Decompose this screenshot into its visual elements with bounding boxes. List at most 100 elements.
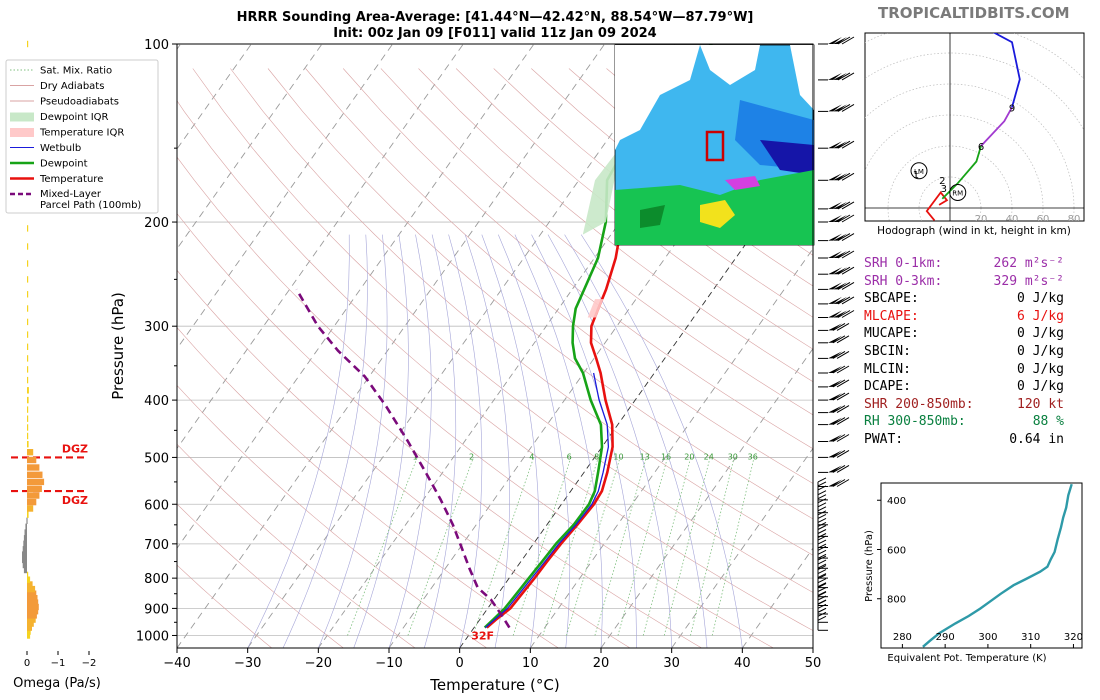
dry-adiabat (493, 68, 813, 318)
mixing-ratio-line (617, 457, 668, 636)
isotherm-line (177, 44, 464, 450)
hodograph-segment (925, 191, 949, 221)
isotherm-line (177, 44, 393, 350)
storm-motion-label: LM (914, 168, 924, 176)
legend-swatch (10, 112, 34, 122)
hodograph-tick-label: 80 (1068, 214, 1081, 225)
dry-adiabat (455, 68, 813, 350)
y-tick-label: 500 (144, 451, 169, 466)
omega-bar (27, 424, 29, 431)
legend: Sat. Mix. Ratio Dry Adiabats Pseudoadiabat… (5, 59, 159, 214)
dry-adiabat (177, 443, 416, 648)
wind-barb (818, 281, 855, 290)
wind-barb (818, 36, 855, 45)
hodograph-segment (992, 33, 1021, 108)
mixing-ratio-line (642, 457, 692, 636)
omega-bar (27, 449, 34, 456)
stat-row: MLCAPE: 6 J/kg (864, 308, 1064, 326)
omega-bar (27, 243, 29, 250)
stat-label: SBCIN: (864, 343, 911, 359)
dry-adiabat (230, 68, 813, 556)
omega-bar (27, 471, 43, 478)
wind-barb (818, 479, 850, 487)
isotherm-line (600, 347, 813, 648)
omega-bar (24, 529, 27, 536)
mixing-ratio-line (711, 457, 755, 636)
omega-bar (27, 387, 29, 394)
legend-label: Pseudoadiabats (40, 97, 119, 108)
hodograph-height-label: 3 (941, 184, 947, 195)
isotherm-line (177, 44, 605, 648)
stat-value: 88 % (1032, 414, 1064, 430)
wind-barb (817, 502, 828, 526)
omega-bar (27, 511, 29, 518)
wind-barb (818, 140, 855, 149)
pseudo-adiabat (282, 234, 368, 648)
dry-adiabat (380, 68, 813, 416)
x-tick-label: 20 (593, 656, 610, 671)
dry-adiabat (177, 384, 487, 648)
hodograph-height-label: 6 (978, 142, 984, 153)
hodograph-frame (864, 32, 1085, 222)
mixing-ratio-label: 8 (594, 453, 599, 462)
stats-panel: SRH 0-1km: 262 m²s⁻² SRH 0-3km: 329 m²s⁻² SB… (864, 255, 1064, 449)
mixing-ratio-label: 10 (613, 453, 623, 462)
legend-label: Temperature IQR (39, 128, 124, 139)
stat-row: MUCAPE: 0 J/kg (864, 325, 1064, 343)
x-axis-label: Temperature (°C) (429, 676, 559, 694)
dgz-label: DGZ (62, 442, 88, 455)
stat-value: 0 J/kg (1017, 326, 1064, 342)
hodograph-height-label: 1 (913, 170, 919, 181)
y-tick-label: 100 (144, 38, 169, 53)
x-tick-label: 50 (805, 656, 822, 671)
omega-bar (27, 396, 29, 404)
series-wetbulb (484, 372, 610, 629)
pseudo-adiabat (318, 234, 388, 648)
stat-row: RH 300-850mb: 88 % (864, 413, 1064, 431)
x-tick-label: −20 (305, 656, 332, 671)
omega-bar (27, 376, 29, 384)
isotherm-line (671, 447, 813, 648)
omega-bar (27, 318, 29, 326)
omega-bar (23, 540, 27, 547)
wind-barb (818, 379, 850, 388)
omega-bar (22, 556, 27, 564)
stat-value: 0 J/kg (1017, 379, 1064, 395)
wind-barb (817, 490, 828, 514)
stat-row: SRH 0-3km: 329 m²s⁻² (864, 273, 1064, 291)
omega-bar (27, 624, 32, 631)
hodograph-height-label: 9 (1009, 103, 1015, 114)
omega-bar (27, 485, 42, 492)
y-tick-label: 200 (144, 216, 169, 231)
theta-x-tick-label: 280 (893, 632, 912, 643)
mixing-ratio-label: 36 (748, 453, 758, 462)
hodograph-tick-label: 20 (975, 214, 988, 225)
iqr-band (587, 299, 604, 318)
stat-label: SRH 0-1km: (864, 256, 943, 271)
stat-label: MLCAPE: (864, 308, 919, 324)
y-tick-label: 600 (144, 498, 169, 513)
x-tick-label: 10 (522, 656, 539, 671)
pseudo-adiabat (547, 234, 672, 648)
stat-value: 262 m²s⁻² (993, 256, 1064, 271)
mixing-ratio-line (566, 457, 621, 636)
stat-label: MUCAPE: (864, 326, 919, 342)
y-tick-label: 700 (144, 538, 169, 553)
mixing-ratio-label: 13 (640, 453, 650, 462)
theta-frame (880, 482, 1083, 649)
mixing-ratio-line (594, 457, 647, 636)
wind-barb (818, 103, 855, 112)
dgz-label: DGZ (62, 494, 88, 507)
wind-barb (818, 449, 850, 458)
wind-barb (818, 214, 855, 223)
x-tick-label: −40 (163, 656, 190, 671)
omega-bar (27, 441, 29, 448)
y-tick-label: 1000 (136, 629, 169, 644)
stat-value: 0 J/kg (1017, 343, 1064, 359)
stat-label: MLCIN: (864, 361, 911, 377)
omega-bar (27, 576, 31, 583)
x-tick-label: −10 (375, 656, 402, 671)
mixing-ratio-label: 4 (529, 453, 534, 462)
theta-y-tick-label: 800 (887, 595, 906, 606)
